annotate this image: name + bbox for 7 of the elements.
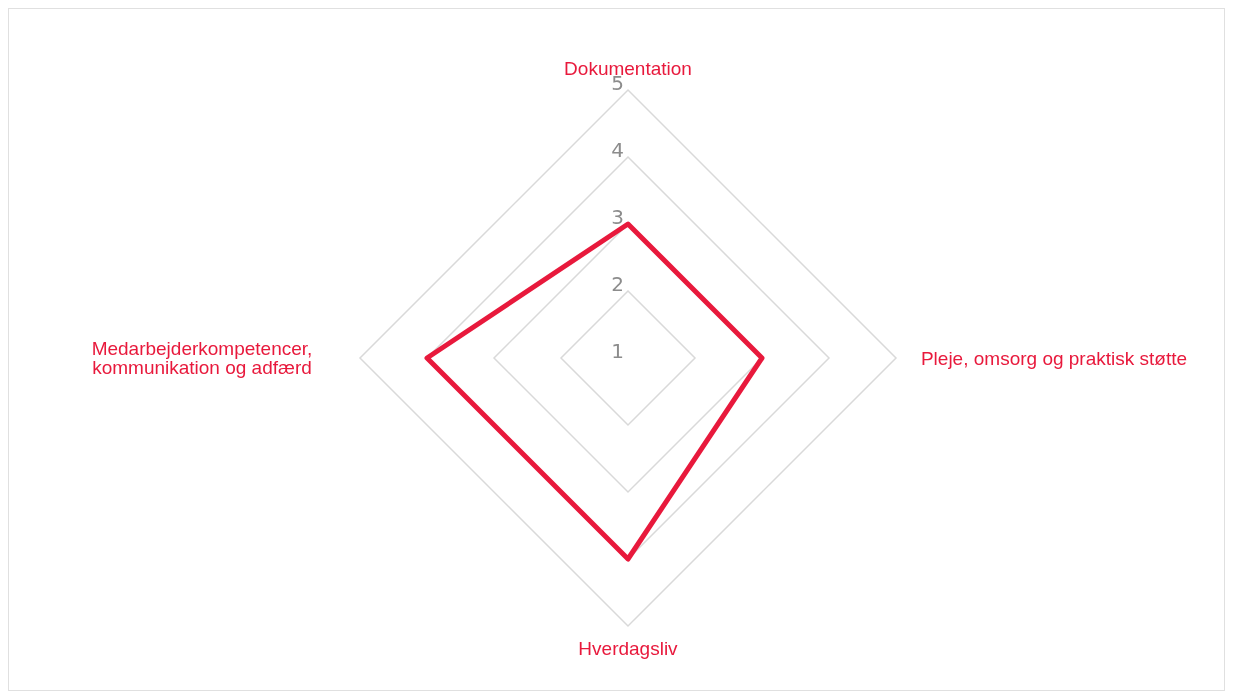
spoke-label: Medarbejderkompetencer, kommunikation og adfærd: [91, 338, 313, 379]
y-tick-label: 1: [611, 339, 624, 363]
spoke-label: Pleje, omsorg og praktisk støtte: [920, 347, 1188, 369]
y-tick-label: 4: [611, 138, 624, 162]
spoke-label: Hverdagsliv: [578, 637, 679, 659]
y-tick-label: 3: [611, 205, 624, 229]
y-tick-label: 2: [611, 272, 624, 296]
